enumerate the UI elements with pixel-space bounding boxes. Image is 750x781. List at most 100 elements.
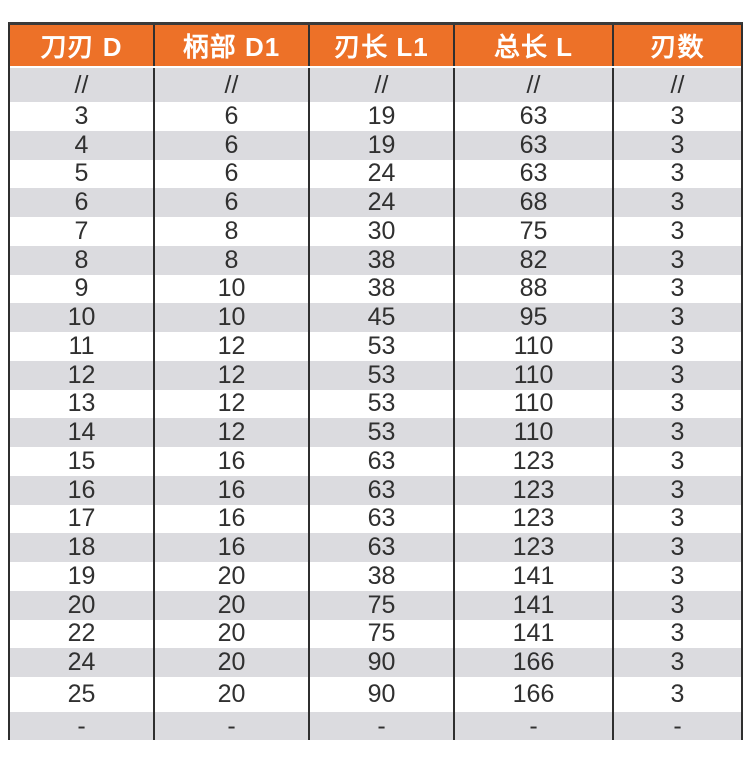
table-cell: 53	[310, 360, 455, 390]
table-cell: 14	[10, 418, 155, 447]
table-cell: 38	[310, 245, 455, 275]
table-cell: 3	[670, 217, 685, 245]
table-cell: 45	[310, 303, 455, 332]
table-cell: 3	[670, 245, 685, 274]
table-cell: 166	[455, 648, 614, 677]
table-row: -----	[10, 712, 741, 740]
table-cell: 6	[155, 130, 310, 160]
table-cell: -	[673, 712, 682, 740]
table-cell: 90	[310, 677, 455, 712]
table-row: 12 12 53 110 3	[10, 360, 741, 390]
header-cell: 柄部 D1	[155, 25, 310, 66]
table-cell: 3	[670, 360, 685, 389]
table-cell: 3	[670, 590, 685, 619]
table-cell: 3	[670, 619, 685, 648]
table-cell: 75	[455, 217, 614, 246]
table-row: 15 16 63 123 3	[10, 447, 741, 476]
table-cell: //	[455, 68, 614, 102]
table-cell: 63	[310, 533, 455, 562]
table-body: //////////3 6 19 63 3 4 6 19 63 3 5 6 24 63 3 6 6 24 68 3 7 8…	[10, 68, 741, 740]
table-row: 7 8 30 75 3	[10, 217, 741, 246]
table-cell: 110	[455, 389, 614, 419]
table-cell: 5	[10, 159, 155, 189]
table-cell: 3	[670, 159, 685, 188]
table-cell: 12	[155, 418, 310, 447]
table-cell: 3	[670, 102, 685, 130]
table-cell: 30	[310, 217, 455, 246]
table-cell: 3	[670, 274, 685, 303]
table-cell: 6	[155, 159, 310, 189]
table-cell: 4	[10, 130, 155, 160]
table-row: 16 16 63 123 3	[10, 475, 741, 505]
table-cell: 3	[10, 102, 155, 131]
table-cell: 63	[455, 130, 614, 160]
table-cell: 20	[155, 590, 310, 620]
table-cell: 24	[310, 159, 455, 189]
table-row: 8 8 38 82 3	[10, 245, 741, 275]
table-cell: //	[10, 68, 155, 102]
table-cell: -	[455, 712, 614, 740]
table-cell: 53	[310, 389, 455, 419]
table-row: 19 20 38 141 3	[10, 562, 741, 591]
table-cell: 20	[155, 677, 310, 712]
table-cell: 3	[670, 475, 685, 504]
table-cell: 123	[455, 447, 614, 476]
table-cell: 3	[670, 680, 685, 708]
table-cell: 3	[670, 389, 685, 418]
table-cell: 20	[155, 562, 310, 591]
table-row: 4 6 19 63 3	[10, 130, 741, 160]
table-cell: 3	[670, 188, 685, 217]
table-cell: 19	[310, 102, 455, 131]
header-cell: 刀刃 D	[10, 25, 155, 66]
table-cell: 17	[10, 504, 155, 534]
table-cell: 24	[10, 648, 155, 677]
table-cell: 141	[455, 590, 614, 620]
table-cell: -	[155, 712, 310, 740]
table-cell: 63	[310, 447, 455, 476]
table-cell: 16	[155, 504, 310, 534]
table-cell: 3	[670, 418, 685, 447]
table-cell: 16	[155, 447, 310, 476]
table-cell: 20	[155, 648, 310, 677]
table-cell: 53	[310, 418, 455, 447]
table-row: 9 10 38 88 3	[10, 274, 741, 304]
table-cell: //	[670, 70, 685, 99]
table-cell: 13	[10, 389, 155, 419]
table-cell: 16	[155, 475, 310, 505]
table-cell: 38	[310, 274, 455, 304]
table-cell: 6	[155, 102, 310, 131]
table-cell: 3	[670, 130, 685, 159]
table-cell: 75	[310, 590, 455, 620]
table-cell: 3	[670, 562, 685, 590]
table-cell: 11	[10, 332, 155, 361]
table-cell: 24	[310, 188, 455, 217]
table-cell: 25	[10, 677, 155, 712]
table-cell: 15	[10, 447, 155, 476]
table-cell: 19	[10, 562, 155, 591]
table-cell: 141	[455, 562, 614, 591]
header-cell: 刃长 L1	[310, 25, 455, 66]
table-cell: 20	[155, 619, 310, 649]
table-cell: 63	[455, 102, 614, 131]
table-row: 17 16 63 123 3	[10, 504, 741, 534]
table-cell: 12	[155, 332, 310, 361]
table-cell: 53	[310, 332, 455, 361]
table-cell: 68	[455, 188, 614, 217]
table-cell: 123	[455, 533, 614, 562]
table-cell: 16	[155, 533, 310, 562]
table-cell: 110	[455, 332, 614, 361]
table-cell: 22	[10, 619, 155, 649]
table-cell: 3	[670, 447, 685, 475]
table-cell: 90	[310, 648, 455, 677]
table-cell: -	[10, 712, 155, 740]
table-cell: 12	[10, 360, 155, 390]
table-cell: 63	[310, 504, 455, 534]
table-cell: 3	[670, 533, 685, 562]
table-row: //////////	[10, 68, 741, 102]
header-cell: 总长 L	[455, 25, 614, 66]
table-cell: 10	[10, 303, 155, 332]
table-cell: 19	[310, 130, 455, 160]
table-cell: 12	[155, 389, 310, 419]
table-cell: 10	[155, 274, 310, 304]
table-cell: 110	[455, 418, 614, 447]
